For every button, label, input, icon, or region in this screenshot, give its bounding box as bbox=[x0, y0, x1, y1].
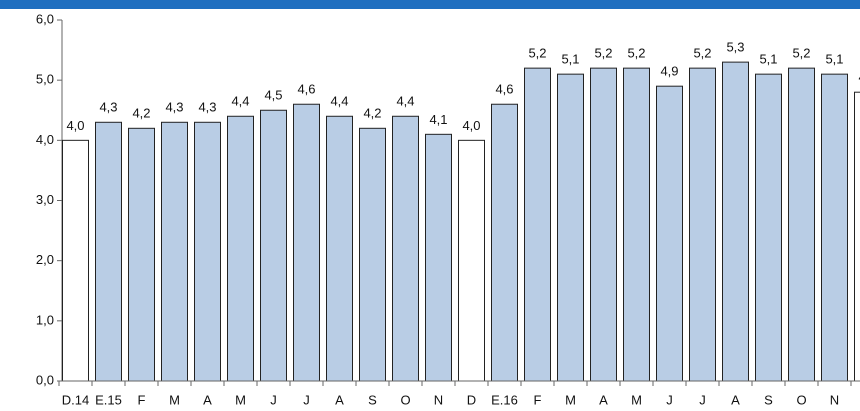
x-tick-label: E.15 bbox=[95, 392, 122, 407]
x-tick-label: O bbox=[796, 392, 806, 407]
bar bbox=[326, 115, 353, 382]
x-tick-label: S bbox=[764, 392, 773, 407]
value-label: 4,3 bbox=[99, 100, 117, 115]
value-label: 5,1 bbox=[561, 52, 579, 67]
bar bbox=[491, 103, 518, 382]
x-tick-label: A bbox=[203, 392, 212, 407]
value-label: 4,2 bbox=[132, 106, 150, 121]
value-label: 4,8 bbox=[858, 70, 860, 85]
value-label: 4,6 bbox=[297, 82, 315, 97]
value-label: 5,2 bbox=[792, 46, 810, 61]
bar bbox=[425, 133, 452, 382]
bar bbox=[95, 121, 122, 382]
bar bbox=[689, 67, 716, 382]
x-tick-label: J bbox=[666, 392, 673, 407]
x-tick-label: N bbox=[830, 392, 839, 407]
bar bbox=[260, 109, 287, 382]
bar bbox=[227, 115, 254, 382]
top-band bbox=[0, 0, 860, 9]
y-tick-label: 4,0 bbox=[36, 132, 54, 147]
bar bbox=[359, 127, 386, 382]
bar bbox=[128, 127, 155, 382]
x-tick-label: O bbox=[400, 392, 410, 407]
bar bbox=[557, 73, 584, 382]
value-label: 4,0 bbox=[66, 118, 84, 133]
bar bbox=[458, 139, 485, 382]
value-label: 5,2 bbox=[594, 46, 612, 61]
bar bbox=[623, 67, 650, 382]
value-label: 5,1 bbox=[759, 52, 777, 67]
value-label: 5,2 bbox=[693, 46, 711, 61]
value-label: 4,4 bbox=[231, 94, 249, 109]
x-tick-label: D bbox=[467, 392, 476, 407]
value-label: 4,2 bbox=[363, 106, 381, 121]
x-tick-label: J bbox=[303, 392, 310, 407]
x-tick-label: N bbox=[434, 392, 443, 407]
bar bbox=[821, 73, 848, 382]
value-label: 4,1 bbox=[429, 112, 447, 127]
value-label: 4,4 bbox=[396, 94, 414, 109]
bar bbox=[656, 85, 683, 382]
value-label: 4,3 bbox=[165, 100, 183, 115]
y-tick-label: 6,0 bbox=[36, 11, 54, 26]
bar bbox=[788, 67, 815, 382]
x-tick-label: F bbox=[138, 392, 146, 407]
bar bbox=[194, 121, 221, 382]
value-label: 4,6 bbox=[495, 82, 513, 97]
value-label: 5,1 bbox=[825, 52, 843, 67]
x-tick-label: J bbox=[699, 392, 706, 407]
value-label: 4,5 bbox=[264, 88, 282, 103]
bar bbox=[161, 121, 188, 382]
x-tick-label: A bbox=[599, 392, 608, 407]
x-tick-label: J bbox=[270, 392, 277, 407]
x-tick-label: S bbox=[368, 392, 377, 407]
y-tick-label: 1,0 bbox=[36, 312, 54, 327]
bar bbox=[524, 67, 551, 382]
bar bbox=[62, 139, 89, 382]
value-label: 4,4 bbox=[330, 94, 348, 109]
x-tick-label: M bbox=[565, 392, 576, 407]
y-tick-label: 2,0 bbox=[36, 252, 54, 267]
x-tick-label: F bbox=[534, 392, 542, 407]
bar bbox=[854, 91, 860, 382]
x-tick-label: M bbox=[631, 392, 642, 407]
bar bbox=[590, 67, 617, 382]
x-tick-label: M bbox=[169, 392, 180, 407]
value-label: 5,2 bbox=[528, 46, 546, 61]
bar bbox=[755, 73, 782, 382]
value-label: 4,9 bbox=[660, 64, 678, 79]
x-tick-label: A bbox=[731, 392, 740, 407]
y-tick-label: 5,0 bbox=[36, 72, 54, 87]
bar bbox=[392, 115, 419, 382]
value-label: 5,2 bbox=[627, 46, 645, 61]
value-label: 4,3 bbox=[198, 100, 216, 115]
y-tick-label: 3,0 bbox=[36, 192, 54, 207]
x-tick-label: D.14 bbox=[62, 392, 89, 407]
value-label: 5,3 bbox=[726, 40, 744, 55]
bar bbox=[722, 61, 749, 382]
y-tick-label: 0,0 bbox=[36, 372, 54, 387]
x-tick-label: A bbox=[335, 392, 344, 407]
x-tick-label: E.16 bbox=[491, 392, 518, 407]
x-tick-label: M bbox=[235, 392, 246, 407]
value-label: 4,0 bbox=[462, 118, 480, 133]
bar bbox=[293, 103, 320, 382]
